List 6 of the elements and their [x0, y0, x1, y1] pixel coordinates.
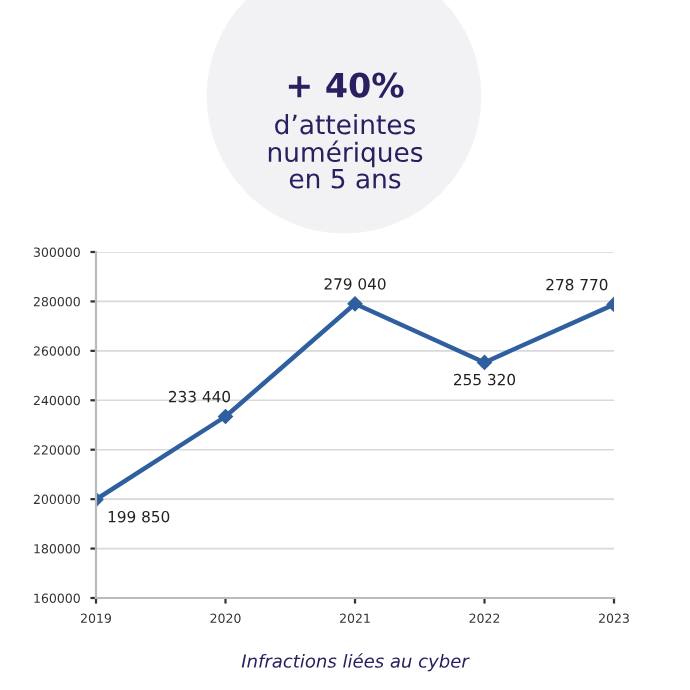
x-axis-title: Infractions liées au cyber	[241, 653, 470, 672]
point	[477, 355, 492, 370]
chart-title: + 40%	[288, 72, 404, 98]
chart-subtitle: d’atteintes numériques en 5 ans	[268, 114, 423, 189]
point	[218, 409, 233, 424]
point	[347, 296, 363, 312]
